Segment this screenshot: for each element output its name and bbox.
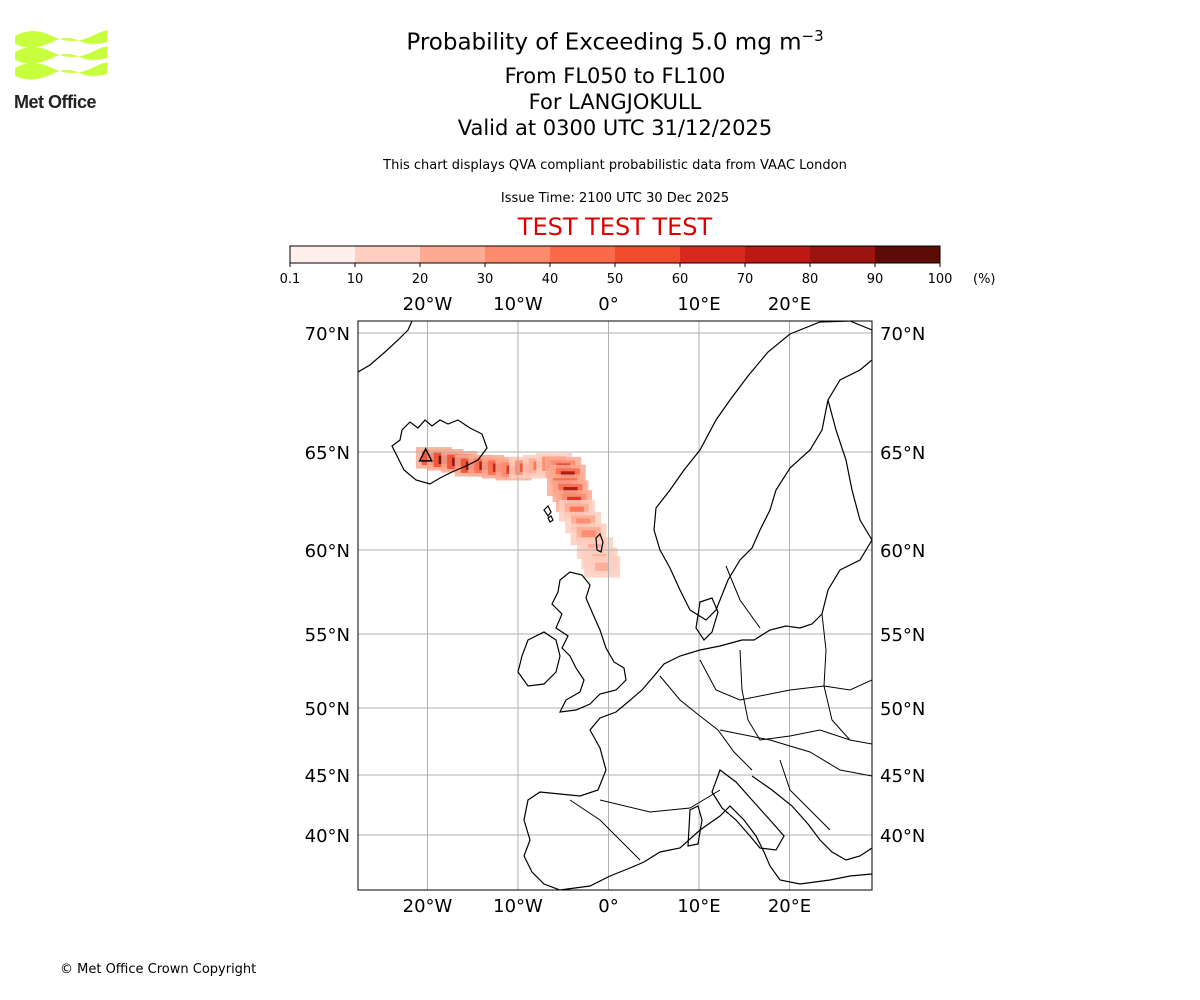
colorbar-unit: (%): [973, 272, 996, 287]
logo-waves-icon: [15, 30, 108, 80]
continental-coast: [523, 639, 872, 890]
latitude-label: 45°N: [305, 766, 350, 787]
latitude-label: 70°N: [880, 324, 925, 345]
flight-level-range: From FL050 to FL100: [504, 64, 726, 88]
latitude-label: 65°N: [880, 443, 925, 464]
colorbar-segment: [875, 246, 941, 263]
latitude-label: 70°N: [305, 324, 350, 345]
colorbar-segment: [485, 246, 551, 263]
longitude-label: 20°W: [403, 896, 453, 917]
longitude-label: 0°: [598, 896, 618, 917]
colorbar-tick-label: 80: [802, 272, 819, 287]
plume-cell: [595, 562, 610, 571]
longitude-label: 20°W: [403, 294, 453, 315]
colorbar-tick-label: 10: [347, 272, 364, 287]
volcano-name: For LANGJOKULL: [528, 90, 702, 114]
great-britain-coast: [551, 571, 627, 713]
colorbar-segment: [745, 246, 811, 263]
italy-coast: [711, 769, 785, 851]
latitude-label: 40°N: [305, 826, 350, 847]
greenland-coast: [358, 321, 413, 373]
issue-time: Issue Time: 2100 UTC 30 Dec 2025: [500, 191, 730, 206]
longitude-label: 0°: [598, 294, 618, 315]
latitude-label: 65°N: [305, 443, 350, 464]
colorbar-tick-label: 30: [477, 272, 494, 287]
chart-description: This chart displays QVA compliant probab…: [383, 158, 847, 173]
latitude-label: 55°N: [305, 625, 350, 646]
scandinavia-coast: [653, 321, 872, 621]
colorbar-tick-label: 20: [412, 272, 429, 287]
colorbar-segment: [550, 246, 616, 263]
finland-coast: [827, 399, 872, 541]
country-borders: [569, 565, 872, 861]
colorbar-tick-label: 90: [867, 272, 884, 287]
denmark-coast: [695, 597, 719, 641]
longitude-label: 10°E: [677, 896, 720, 917]
colorbar-segment: [290, 246, 356, 263]
colorbar-tick-label: 100: [928, 272, 953, 287]
met-office-logo: Met Office: [14, 30, 108, 112]
plume-cell: [569, 506, 584, 515]
latitude-label: 50°N: [880, 699, 925, 720]
ireland-coast: [517, 631, 561, 687]
colorbar-tick-label: 40: [542, 272, 559, 287]
map-frame: [357, 320, 873, 891]
colorbar-segment: [680, 246, 746, 263]
colorbar: 0.1 10 20 30 40 50 60 70 80 90 100: [280, 245, 953, 287]
chart-title: Probability of Exceeding 5.0 mg m−3: [0, 27, 1200, 56]
balkan-coast: [751, 775, 872, 861]
title-exponent: −3: [801, 27, 824, 45]
iceland-coast: [391, 419, 488, 485]
plume-cell: [581, 530, 596, 539]
longitude-label: 10°E: [677, 294, 720, 315]
colorbar-segment: [420, 246, 486, 263]
latitude-label: 55°N: [880, 625, 925, 646]
latitude-label: 50°N: [305, 699, 350, 720]
faroe-islands: [543, 504, 554, 523]
colorbar-segment: [355, 246, 421, 263]
latitude-label: 60°N: [880, 541, 925, 562]
plume-cell: [576, 518, 591, 527]
baltic-coast: [742, 539, 872, 641]
colorbar-tick-label: 70: [737, 272, 754, 287]
copyright: © Met Office Crown Copyright: [60, 962, 257, 977]
latitude-label: 45°N: [880, 766, 925, 787]
latitude-label: 40°N: [880, 826, 925, 847]
colorbar-tick-label: 50: [607, 272, 624, 287]
colorbar-segment: [810, 246, 876, 263]
volcano-marker-icon: [418, 447, 433, 462]
colorbar-segment: [615, 246, 681, 263]
colorbar-tick-label: 60: [672, 272, 689, 287]
shetland-islands: [595, 532, 604, 553]
colorbar-tick-label: 0.1: [280, 272, 301, 287]
test-banner: TEST TEST TEST: [517, 213, 713, 241]
coastlines: [358, 321, 872, 890]
sardinia-corsica: [687, 805, 703, 847]
longitude-label: 20°E: [768, 896, 811, 917]
graticule: [358, 321, 872, 890]
title-text: Probability of Exceeding 5.0 mg m: [406, 29, 802, 56]
longitude-label: 10°W: [493, 294, 543, 315]
longitude-label: 10°W: [493, 896, 543, 917]
latitude-label: 60°N: [305, 541, 350, 562]
axis-labels: 20°W 20°W 10°W 10°W 0° 0° 10°E 10°E 20°E 20°E 70°N…: [305, 294, 926, 917]
longitude-label: 20°E: [768, 294, 811, 315]
valid-time: Valid at 0300 UTC 31/12/2025: [457, 116, 773, 140]
logo-text: Met Office: [14, 92, 97, 112]
